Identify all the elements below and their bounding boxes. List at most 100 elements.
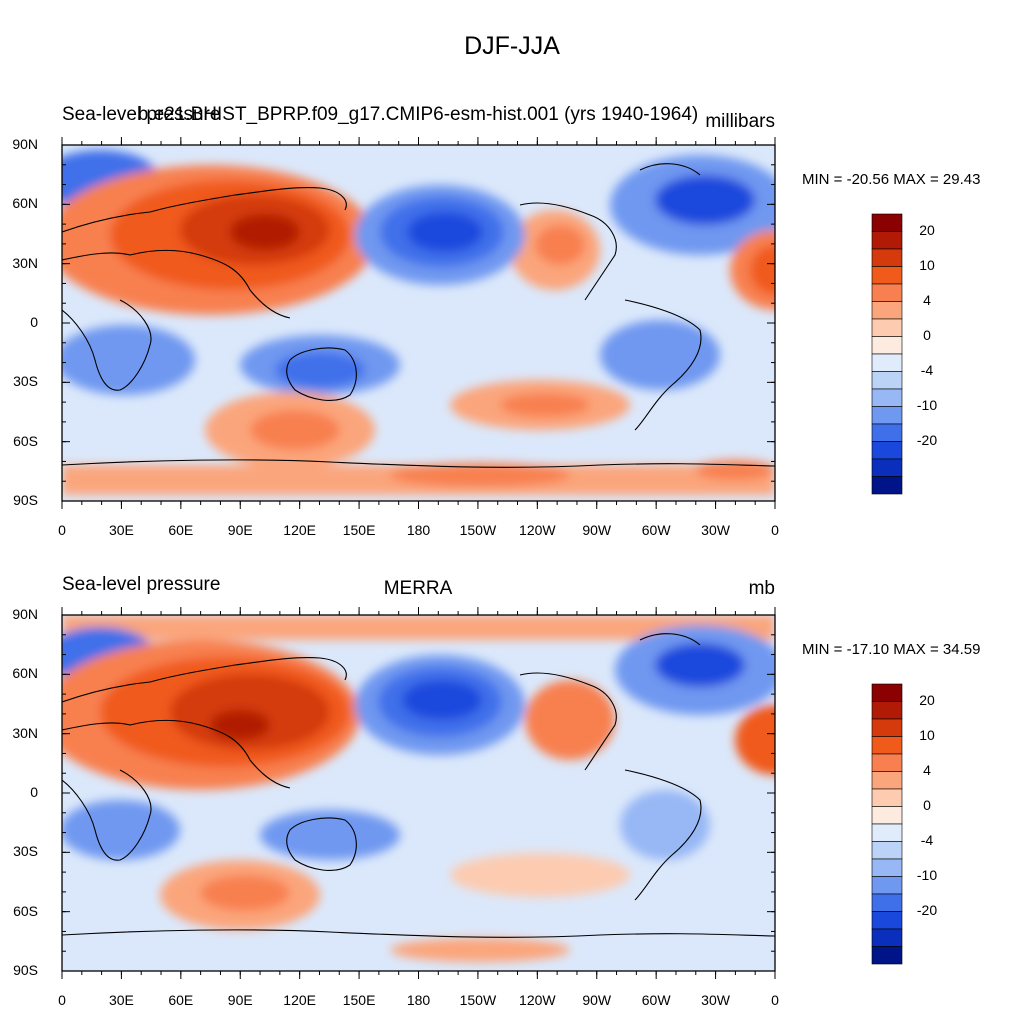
colorbar-label: 0 xyxy=(923,797,931,813)
colorbar-label: 20 xyxy=(919,692,935,708)
lon-tick-label: 150W xyxy=(459,992,497,1008)
colorbar-swatch xyxy=(871,771,903,790)
colorbar-label: 10 xyxy=(919,727,935,743)
panel1-right-title: millibars xyxy=(705,111,775,132)
colorbar-label: -4 xyxy=(920,832,934,848)
lon-tick-label: 90W xyxy=(582,522,612,538)
colorbar-swatch xyxy=(871,353,903,372)
lon-tick-label: 150W xyxy=(459,522,497,538)
colorbar-swatch xyxy=(871,946,903,965)
lon-tick-label: 60E xyxy=(168,522,194,538)
lon-tick-label: 90E xyxy=(227,992,253,1008)
panel2-center-title: MERRA xyxy=(383,578,453,599)
colorbar-swatch xyxy=(871,371,903,390)
lat-tick-label: 60S xyxy=(13,432,38,449)
colorbar-swatch xyxy=(871,406,903,425)
axis-ticks xyxy=(61,137,776,979)
colorbar-label: -4 xyxy=(920,362,934,378)
lon-tick-label: 120W xyxy=(519,522,556,538)
lon-tick-label: 180 xyxy=(406,992,431,1008)
colorbar-label: 4 xyxy=(923,762,931,778)
lon-tick-label: 30E xyxy=(108,522,134,538)
panel1-minmax: MIN = -20.56 MAX = 29.43 xyxy=(802,171,981,188)
panel1-center-title: b.e21.BHIST_BPRP.f09_g17.CMIP6-esm-hist.… xyxy=(137,104,699,125)
panel1-left-title: Sea-level pressure xyxy=(62,104,221,125)
colorbar-swatch xyxy=(871,841,903,860)
colorbar-swatch xyxy=(871,283,903,302)
colorbar-swatch xyxy=(871,301,903,320)
figure-title: DJF-JJA xyxy=(464,32,560,60)
colorbar-swatch xyxy=(871,388,903,407)
lat-tick-label: 60N xyxy=(12,665,38,682)
colorbar-swatch xyxy=(871,718,903,737)
lat-tick-label: 60N xyxy=(12,195,38,212)
lon-tick-label: 60W xyxy=(641,522,671,538)
colorbar-swatch xyxy=(871,423,903,442)
lon-tick-label: 0 xyxy=(771,992,779,1008)
lat-tick-label: 30S xyxy=(13,373,38,390)
lat-tick-label: 90S xyxy=(13,492,38,508)
lat-tick-label: 30N xyxy=(12,254,38,271)
colorbar-label: 0 xyxy=(923,327,931,343)
colorbar-label: -20 xyxy=(916,432,938,448)
panel2-left-title: Sea-level pressure xyxy=(62,574,221,595)
colorbar-swatch xyxy=(871,266,903,285)
lon-tick-label: 150E xyxy=(342,522,376,538)
colorbar-swatch xyxy=(871,876,903,895)
lon-tick-label: 30W xyxy=(701,992,730,1008)
colorbar-swatch xyxy=(871,788,903,807)
colorbar-swatch xyxy=(871,928,903,947)
panel2-coastlines xyxy=(62,633,775,938)
colorbar-swatch xyxy=(871,318,903,337)
colorbar-swatch xyxy=(871,823,903,842)
panel1-map xyxy=(62,145,775,501)
lat-tick-label: 0 xyxy=(30,314,38,330)
lat-tick-label: 90S xyxy=(13,962,38,978)
colorbar-swatch xyxy=(871,476,903,495)
colorbar-swatch xyxy=(871,458,903,477)
colorbar-label: 4 xyxy=(923,292,931,308)
colorbar-swatch xyxy=(871,336,903,355)
lat-tick-label: 0 xyxy=(30,784,38,800)
colorbar-swatch xyxy=(871,231,903,250)
colorbar-label: -10 xyxy=(916,867,938,883)
colorbar-swatch xyxy=(871,736,903,755)
lat-tick-label: 60S xyxy=(13,902,38,919)
lon-tick-label: 60W xyxy=(641,992,671,1008)
lon-tick-label: 90W xyxy=(582,992,612,1008)
colorbar-swatch xyxy=(871,683,903,702)
colorbar-swatch xyxy=(871,806,903,825)
panel2-right-title: mb xyxy=(748,578,775,599)
colorbar-swatch xyxy=(871,753,903,772)
panel2-map xyxy=(62,615,775,971)
lat-tick-label: 90N xyxy=(12,136,38,152)
panel1-colorbar xyxy=(871,213,903,495)
lon-tick-label: 30W xyxy=(701,522,730,538)
lat-tick-label: 90N xyxy=(12,606,38,622)
colorbar-swatch xyxy=(871,893,903,912)
lon-tick-label: 0 xyxy=(58,522,66,538)
colorbar-label: 10 xyxy=(919,257,935,273)
lon-tick-label: 180 xyxy=(406,522,431,538)
colorbar-label: -10 xyxy=(916,397,938,413)
colorbar-swatch xyxy=(871,441,903,460)
lon-tick-label: 30E xyxy=(108,992,134,1008)
lon-tick-label: 120W xyxy=(519,992,556,1008)
lon-tick-label: 0 xyxy=(771,522,779,538)
lon-tick-label: 150E xyxy=(342,992,376,1008)
lon-tick-label: 120E xyxy=(283,992,316,1008)
colorbar-swatch xyxy=(871,911,903,930)
colorbar-swatch xyxy=(871,213,903,232)
lon-tick-label: 90E xyxy=(227,522,253,538)
lat-tick-label: 30S xyxy=(13,843,38,860)
panel2-colorbar xyxy=(871,683,903,965)
lon-tick-label: 0 xyxy=(58,992,66,1008)
colorbar-label: -20 xyxy=(916,902,938,918)
panel1-coastlines xyxy=(62,163,775,468)
colorbar-swatch xyxy=(871,858,903,877)
colorbar-label: 20 xyxy=(919,222,935,238)
lon-tick-label: 120E xyxy=(283,522,316,538)
panel2-minmax: MIN = -17.10 MAX = 34.59 xyxy=(802,641,981,658)
lat-tick-label: 30N xyxy=(12,724,38,741)
